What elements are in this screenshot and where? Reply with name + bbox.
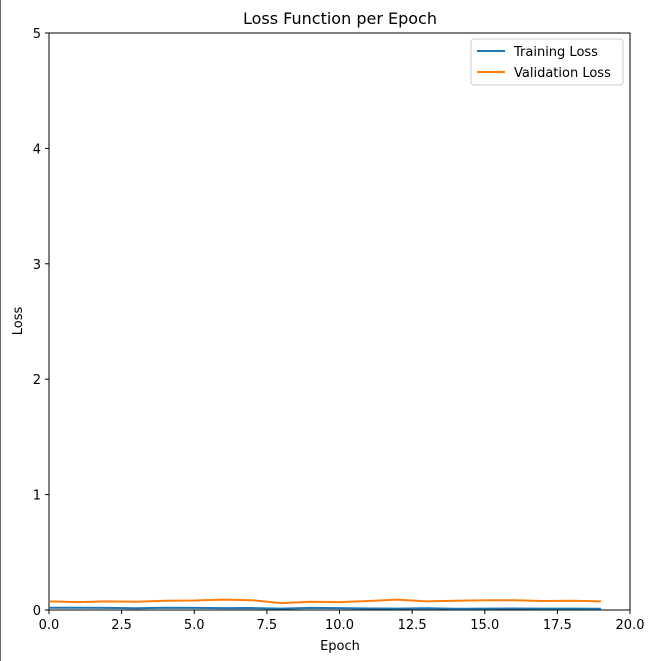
series-group xyxy=(48,598,601,610)
plot-area xyxy=(48,32,631,611)
y-tick-label: 4 xyxy=(33,142,41,157)
legend-label-training-loss: Training Loss xyxy=(513,45,598,60)
legend-box xyxy=(470,38,624,86)
x-tick-label: 2.5 xyxy=(111,618,132,633)
y-axis-ticks: 0 1 2 3 4 5 xyxy=(33,27,49,619)
x-tick-label: 10.0 xyxy=(325,618,354,633)
x-tick-label: 15.0 xyxy=(470,618,499,633)
x-tick-label: 17.5 xyxy=(543,618,572,633)
y-axis-label: Loss xyxy=(11,307,26,336)
y-tick-label: 2 xyxy=(33,373,41,388)
x-tick-label: 7.5 xyxy=(257,618,278,633)
series-line-validation-loss xyxy=(48,598,601,605)
x-tick-label: 5.0 xyxy=(184,618,205,633)
chart-title: Loss Function per Epoch xyxy=(243,9,437,28)
series-line-training-loss xyxy=(49,606,601,610)
y-tick-label: 0 xyxy=(33,604,41,619)
y-tick-label: 3 xyxy=(33,258,41,273)
window-left-edge xyxy=(0,0,1,661)
x-tick-label: 20.0 xyxy=(616,618,645,633)
legend-label-validation-loss: Validation Loss xyxy=(514,66,611,81)
x-tick-label: 0.0 xyxy=(39,618,60,633)
x-axis-label: Epoch xyxy=(320,639,360,654)
y-tick-label: 5 xyxy=(33,27,41,42)
plot-frame xyxy=(48,32,631,611)
y-tick-label: 1 xyxy=(33,489,41,504)
x-axis-ticks: 0.0 2.5 5.0 7.5 10.0 12.5 15.0 17.5 20.0 xyxy=(39,610,645,633)
x-tick-label: 12.5 xyxy=(398,618,427,633)
legend: Training Loss Validation Loss xyxy=(470,38,624,86)
